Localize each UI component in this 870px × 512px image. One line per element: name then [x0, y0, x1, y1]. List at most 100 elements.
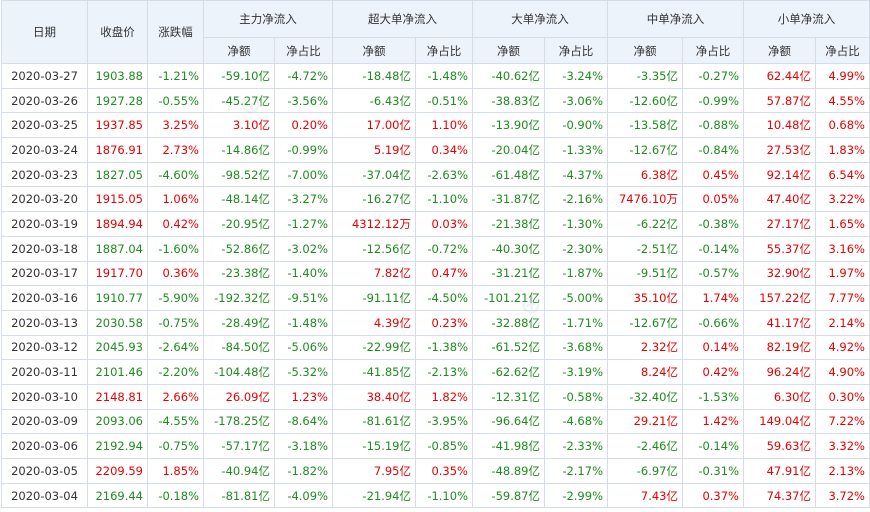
cell-super-ratio: 0.03% [415, 211, 473, 237]
cell-small-ratio: 7.77% [815, 285, 870, 311]
cell-main-amount: -52.86亿 [203, 235, 275, 262]
header-super-large-inflow[interactable]: 超大单净流入 [332, 0, 473, 38]
cell-main-ratio: -1.27% [274, 211, 333, 237]
cell-change: -1.21% [147, 63, 204, 89]
cell-close: 2192.94 [87, 433, 148, 459]
subheader-amount[interactable]: 净额 [472, 37, 545, 64]
cell-main-amount: -81.81亿 [203, 482, 275, 509]
cell-small-amount: 59.63亿 [743, 433, 816, 459]
cell-medium-amount: -12.60亿 [607, 87, 683, 114]
cell-large-amount: -48.89亿 [472, 458, 545, 484]
table-header: 日期 收盘价 涨跌幅 主力净流入 超大单净流入 大单净流入 中单净流入 小单净流… [1, 0, 870, 64]
header-change[interactable]: 涨跌幅 [147, 0, 204, 64]
cell-change: -4.60% [147, 161, 204, 188]
subheader-ratio[interactable]: 净占比 [815, 37, 870, 64]
cell-medium-amount: -6.97亿 [607, 458, 683, 484]
cell-large-ratio: -3.24% [544, 63, 608, 89]
cell-main-ratio: -3.27% [274, 186, 333, 213]
cell-super-amount: -37.04亿 [332, 161, 416, 188]
cell-super-ratio: -0.85% [415, 433, 473, 459]
cell-super-ratio: 1.82% [415, 383, 473, 410]
cell-medium-ratio: -0.38% [682, 211, 744, 237]
cell-small-amount: 41.17亿 [743, 309, 816, 336]
cell-super-ratio: 0.34% [415, 137, 473, 163]
cell-medium-ratio: -1.53% [682, 383, 744, 410]
cell-small-amount: 82.19亿 [743, 334, 816, 361]
cell-date: 2020-03-09 [1, 408, 88, 435]
cell-small-ratio: 0.68% [815, 112, 870, 139]
cell-large-amount: -62.62亿 [472, 359, 545, 385]
table-row: 2020-03-20 1915.05 1.06% -48.14亿 -3.27% -16.2… [1, 186, 870, 213]
cell-large-ratio: -1.87% [544, 260, 608, 287]
cell-super-amount: -18.48亿 [332, 63, 416, 89]
subheader-amount[interactable]: 净额 [332, 37, 416, 64]
header-large-inflow[interactable]: 大单净流入 [472, 0, 608, 38]
cell-super-ratio: -0.72% [415, 235, 473, 262]
cell-small-ratio: 3.72% [815, 482, 870, 509]
cell-medium-amount: -2.46亿 [607, 433, 683, 459]
table-row: 2020-03-05 2209.59 1.85% -40.94亿 -1.82% 7.95亿… [1, 458, 870, 484]
cell-medium-ratio: 1.42% [682, 408, 744, 435]
cell-main-ratio: -3.56% [274, 87, 333, 114]
subheader-amount[interactable]: 净额 [203, 37, 275, 64]
subheader-amount[interactable]: 净额 [607, 37, 683, 64]
cell-super-ratio: -2.63% [415, 161, 473, 188]
cell-main-amount: -178.25亿 [203, 408, 275, 435]
cell-large-amount: -12.31亿 [472, 383, 545, 410]
subheader-amount[interactable]: 净额 [743, 37, 816, 64]
cell-super-amount: -12.56亿 [332, 235, 416, 262]
cell-main-amount: -14.86亿 [203, 137, 275, 163]
header-medium-inflow[interactable]: 中单净流入 [607, 0, 744, 38]
cell-main-amount: -23.38亿 [203, 260, 275, 287]
cell-date: 2020-03-23 [1, 161, 88, 188]
cell-super-amount: 4.39亿 [332, 309, 416, 336]
cell-close: 1910.77 [87, 285, 148, 311]
subheader-ratio[interactable]: 净占比 [415, 37, 473, 64]
table-row: 2020-03-11 2101.46 -2.20% -104.48亿 -5.32% -41… [1, 359, 870, 385]
cell-main-ratio: -0.99% [274, 137, 333, 163]
cell-date: 2020-03-06 [1, 433, 88, 459]
cell-large-ratio: -1.71% [544, 309, 608, 336]
cell-large-ratio: -1.30% [544, 211, 608, 237]
cell-large-amount: -40.62亿 [472, 63, 545, 89]
cell-small-amount: 149.04亿 [743, 408, 816, 435]
cell-large-amount: -61.48亿 [472, 161, 545, 188]
cell-change: -5.90% [147, 285, 204, 311]
cell-large-amount: -41.98亿 [472, 433, 545, 459]
cell-medium-amount: -32.40亿 [607, 383, 683, 410]
subheader-ratio[interactable]: 净占比 [274, 37, 333, 64]
cell-change: 0.42% [147, 211, 204, 237]
cell-large-ratio: -4.68% [544, 408, 608, 435]
cell-large-amount: -13.90亿 [472, 112, 545, 139]
cell-large-amount: -59.87亿 [472, 482, 545, 509]
cell-super-ratio: -1.48% [415, 63, 473, 89]
header-small-inflow[interactable]: 小单净流入 [743, 0, 870, 38]
cell-super-ratio: -3.95% [415, 408, 473, 435]
cell-super-amount: -16.27亿 [332, 186, 416, 213]
cell-main-amount: 3.10亿 [203, 112, 275, 139]
cell-medium-ratio: 0.14% [682, 334, 744, 361]
header-main-inflow[interactable]: 主力净流入 [203, 0, 333, 38]
cell-super-ratio: -4.50% [415, 285, 473, 311]
cell-medium-amount: -12.67亿 [607, 137, 683, 163]
cell-medium-amount: 7.43亿 [607, 482, 683, 509]
cell-main-ratio: -9.51% [274, 285, 333, 311]
cell-super-amount: -6.43亿 [332, 87, 416, 114]
cell-medium-amount: -12.67亿 [607, 309, 683, 336]
cell-small-amount: 6.30亿 [743, 383, 816, 410]
cell-small-amount: 62.44亿 [743, 63, 816, 89]
cell-close: 1937.85 [87, 112, 148, 139]
cell-small-amount: 74.37亿 [743, 482, 816, 509]
cell-change: -0.55% [147, 87, 204, 114]
subheader-ratio[interactable]: 净占比 [544, 37, 608, 64]
cell-super-amount: 38.40亿 [332, 383, 416, 410]
cell-small-amount: 47.91亿 [743, 458, 816, 484]
subheader-ratio[interactable]: 净占比 [682, 37, 744, 64]
header-date[interactable]: 日期 [1, 0, 88, 64]
table-row: 2020-03-09 2093.06 -4.55% -178.25亿 -8.64% -81… [1, 408, 870, 435]
header-close[interactable]: 收盘价 [87, 0, 148, 64]
cell-date: 2020-03-16 [1, 285, 88, 311]
cell-change: -1.60% [147, 235, 204, 262]
cell-change: 2.66% [147, 383, 204, 410]
cell-close: 2209.59 [87, 458, 148, 484]
